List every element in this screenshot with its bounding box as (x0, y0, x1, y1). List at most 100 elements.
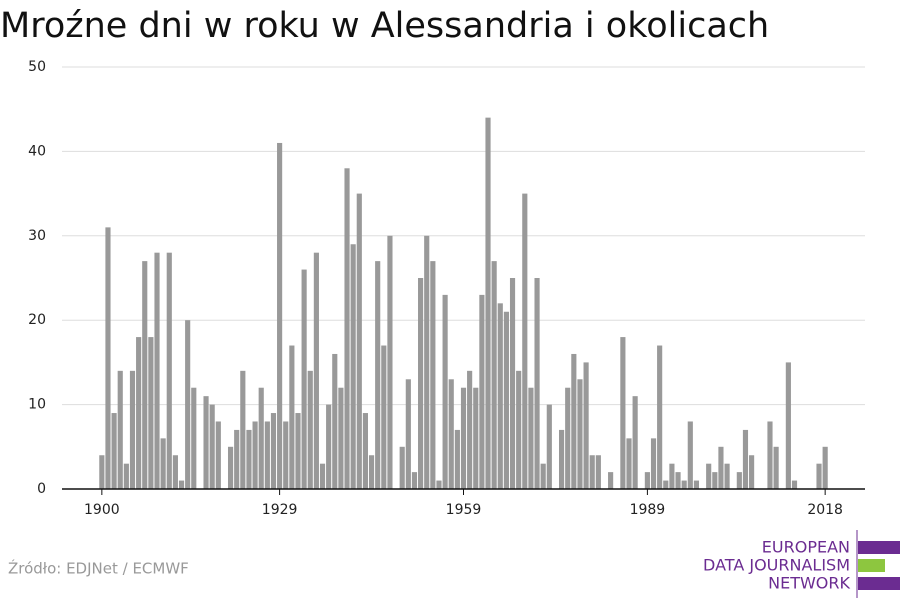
bar (785, 362, 791, 489)
bar (387, 235, 393, 489)
bar (718, 446, 724, 489)
bar (822, 446, 828, 489)
bar (657, 345, 663, 489)
bar (724, 463, 730, 489)
bar (669, 463, 675, 489)
bar (148, 337, 154, 489)
logo-text: NETWORK (768, 574, 850, 593)
logo-bar (858, 541, 900, 554)
logo: EUROPEAN DATA JOURNALISM NETWORK (703, 530, 900, 598)
bar (736, 472, 742, 489)
bar (430, 261, 436, 489)
bar (246, 429, 252, 489)
bar (540, 463, 546, 489)
bar (344, 168, 350, 489)
chart-title: Mroźne dni w roku w Alessandria i okolic… (0, 6, 769, 46)
bar (773, 446, 779, 489)
bar (264, 421, 270, 489)
bar (258, 387, 264, 489)
x-tick-label: 1900 (84, 502, 120, 518)
bar (497, 303, 503, 489)
x-tick-label: 1989 (630, 502, 666, 518)
bar (375, 261, 381, 489)
bar (418, 278, 424, 489)
bar (663, 480, 669, 489)
bar (706, 463, 712, 489)
bar (166, 252, 172, 489)
bar (816, 463, 822, 489)
bar (289, 345, 295, 489)
bar (589, 455, 595, 489)
bar (675, 472, 681, 489)
bar (399, 446, 405, 489)
bar (301, 269, 307, 489)
bar (491, 261, 497, 489)
bar (571, 353, 577, 489)
bar (534, 278, 540, 489)
logo-text: EUROPEAN (762, 538, 850, 557)
logo-bar (858, 559, 885, 572)
bar (185, 320, 191, 489)
bar (356, 193, 362, 489)
bar (473, 387, 479, 489)
y-tick-label: 50 (28, 59, 46, 75)
bar (467, 370, 473, 489)
bar (479, 294, 485, 489)
bar (277, 142, 283, 489)
bar (99, 455, 105, 489)
bar (442, 294, 448, 489)
bar (252, 421, 258, 489)
bar (583, 362, 589, 489)
bar (644, 472, 650, 489)
bar (240, 370, 246, 489)
bar (632, 396, 638, 489)
bar (123, 463, 129, 489)
logo-bar (858, 577, 900, 590)
bar (559, 429, 565, 489)
bar (319, 463, 326, 489)
x-tick-label: 1929 (262, 502, 298, 518)
bar (791, 480, 798, 489)
bar (620, 337, 626, 489)
bar (448, 379, 454, 489)
bar (129, 370, 136, 489)
bar (362, 413, 368, 489)
bar (712, 472, 718, 489)
bar (142, 261, 148, 489)
bar (209, 404, 215, 489)
y-tick-label: 0 (37, 481, 46, 497)
bar (105, 227, 111, 490)
bar (326, 404, 332, 489)
bar (608, 472, 614, 489)
bar (270, 413, 277, 489)
x-tick-label: 2018 (807, 502, 843, 518)
bar (424, 235, 430, 489)
bar (368, 455, 375, 489)
y-tick-label: 30 (28, 228, 46, 244)
logo-text: DATA JOURNALISM (703, 556, 850, 575)
bar (227, 446, 234, 489)
bar (332, 353, 338, 489)
bar (313, 252, 319, 489)
bar (295, 413, 301, 489)
bar (681, 480, 687, 489)
bar (111, 413, 117, 489)
bar (460, 387, 467, 489)
bar (485, 117, 491, 489)
source: Źródło: EDJNet / ECMWF (8, 559, 189, 578)
bar (749, 455, 755, 489)
bar (191, 387, 197, 489)
y-tick-label: 40 (28, 143, 46, 159)
bar (215, 421, 221, 489)
x-tick-label: 1959 (446, 502, 482, 518)
bar (160, 438, 166, 489)
bar (283, 421, 289, 489)
bar (454, 429, 460, 489)
bar (172, 455, 178, 489)
bar (117, 370, 123, 489)
bar (338, 387, 344, 489)
bar (522, 193, 528, 489)
bar (767, 421, 773, 489)
bar (203, 396, 209, 489)
